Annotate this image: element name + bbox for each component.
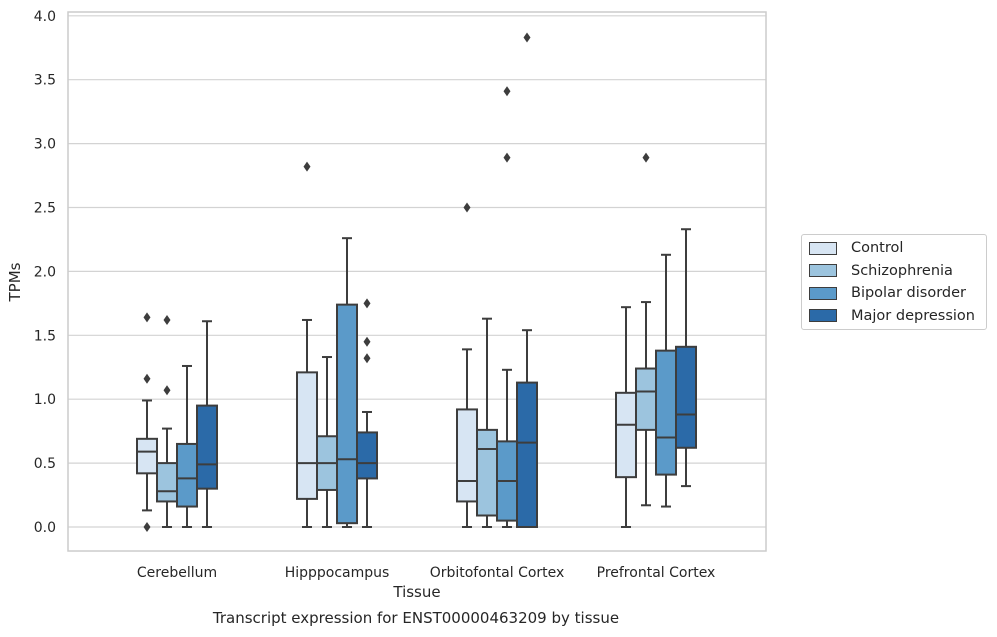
outlier-point: [143, 312, 151, 323]
box-schizophrenia: [476, 317, 498, 528]
outlier-point: [463, 202, 471, 213]
x-tick-label: Orbitofontal Cortex: [430, 565, 565, 581]
y-tick-label: 3.0: [34, 137, 56, 153]
legend-swatch: [809, 241, 837, 255]
box-iqr: [516, 381, 538, 528]
outlier-point: [523, 32, 531, 43]
legend-item: Bipolar disorder: [809, 283, 966, 303]
legend-item: Control: [809, 238, 903, 258]
legend-swatch: [809, 286, 837, 300]
y-tick-label: 4.0: [34, 9, 56, 25]
box-bipolar-disorder: [176, 364, 198, 528]
outlier-point: [503, 86, 511, 97]
y-tick-label: 0.0: [34, 520, 56, 536]
x-tick-label: Cerebellum: [137, 565, 217, 581]
legend-item: Schizophrenia: [809, 261, 953, 281]
box-iqr: [296, 371, 318, 500]
legend-label: Schizophrenia: [851, 262, 953, 279]
outlier-point: [163, 314, 171, 325]
box-bipolar-disorder: [655, 253, 677, 508]
box-iqr: [476, 428, 498, 517]
plot-area-frame: [67, 11, 767, 552]
box-iqr: [456, 408, 478, 503]
box-control: [456, 202, 478, 528]
box-control: [615, 306, 637, 528]
legend-swatch: [809, 309, 837, 322]
box-iqr: [635, 367, 657, 431]
outlier-point: [143, 373, 151, 384]
legend-swatch: [809, 264, 837, 277]
outlier-point: [363, 336, 371, 347]
x-tick-label: Hipppocampus: [285, 565, 390, 581]
box-iqr: [136, 437, 158, 475]
legend: Control Schizophrenia Bipolar disorder Majo…: [801, 234, 987, 330]
box-iqr: [655, 349, 677, 476]
box-iqr: [336, 303, 358, 525]
y-tick-label: 2.0: [34, 264, 56, 280]
box-major-depression: [675, 228, 697, 488]
box-iqr: [356, 431, 378, 480]
x-tick-label: Prefrontal Cortex: [597, 565, 716, 581]
outlier-point: [303, 161, 311, 172]
box-iqr: [176, 442, 198, 508]
legend-label: Bipolar disorder: [851, 285, 966, 301]
legend-label: Major depression: [851, 307, 975, 324]
box-iqr: [675, 345, 697, 449]
box-major-depression: [516, 32, 538, 528]
y-tick-label: 1.0: [34, 392, 56, 408]
box-bipolar-disorder: [336, 237, 358, 528]
outlier-point: [503, 152, 511, 163]
outlier-point: [143, 522, 151, 532]
box-major-depression: [356, 298, 378, 528]
x-axis-label: Tissue: [392, 583, 440, 601]
y-tick-label: 3.5: [34, 73, 56, 89]
box-schizophrenia: [316, 356, 338, 528]
outlier-point: [163, 385, 171, 396]
box-major-depression: [196, 320, 218, 528]
outlier-point: [363, 298, 371, 309]
legend-label: Control: [851, 240, 904, 256]
y-tick-labels: 0.0 0.5 1.0 1.5 2.0 2.5 3.0 3.5 4.0: [34, 9, 56, 536]
x-tick-labels: Cerebellum Hipppocampus Orbitofontal Corte…: [137, 565, 715, 581]
box-iqr: [196, 404, 218, 490]
legend-item: Major depression: [809, 306, 975, 326]
box-schizophrenia: [635, 152, 657, 507]
y-axis-label: TPMs: [6, 262, 24, 302]
y-tick-label: 1.5: [34, 328, 56, 344]
outlier-point: [363, 353, 371, 364]
y-tick-label: 0.5: [34, 456, 56, 472]
outlier-point: [642, 152, 650, 163]
box-iqr: [156, 462, 178, 503]
box-control: [136, 312, 158, 532]
box-schizophrenia: [156, 314, 178, 528]
y-tick-label: 2.5: [34, 201, 56, 217]
boxes: [136, 32, 697, 532]
box-iqr: [615, 391, 637, 479]
box-control: [296, 161, 318, 528]
box-bipolar-disorder: [496, 86, 518, 528]
figure-caption: Transcript expression for ENST0000046320…: [212, 609, 620, 627]
